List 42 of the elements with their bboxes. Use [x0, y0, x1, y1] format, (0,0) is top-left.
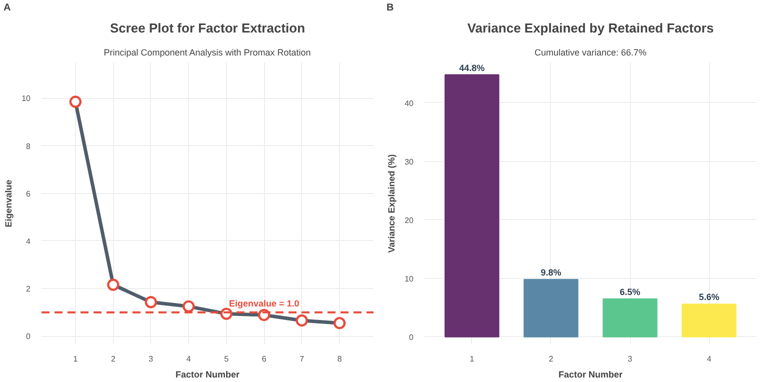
x-tick-label: 6: [262, 354, 267, 364]
x-tick-label: 3: [628, 354, 633, 364]
chart-title: Scree Plot for Factor Extraction: [110, 20, 306, 36]
text: B: [386, 2, 394, 14]
x-tick-label: 1: [470, 354, 475, 364]
y-tick-label: 4: [26, 236, 32, 246]
x-tick-label: 7: [300, 354, 305, 364]
y-tick-label: 8: [26, 142, 32, 151]
x-tick-label: 5: [224, 354, 230, 364]
y-tick-label: 6: [26, 189, 32, 198]
y-tick-label: 30: [404, 157, 414, 166]
x-tick-label: 2: [110, 354, 116, 364]
ref-line-label: Eigenvalue = 1.0: [228, 298, 300, 308]
bar: [602, 298, 658, 338]
bar: [524, 279, 578, 338]
y-axis-title: Eigenvalue: [4, 180, 14, 228]
data-label: 9.8%: [540, 268, 562, 278]
y-tick-label: 10: [22, 94, 32, 104]
x-tick-label: 8: [337, 354, 342, 364]
bar: [682, 304, 736, 338]
chart-subtitle: Principal Component Analysis with Promax Rotation: [104, 48, 311, 58]
y-tick-label: 10: [404, 274, 414, 284]
x-tick-label: 2: [548, 354, 554, 364]
y-axis-title: Variance Explained (%): [386, 154, 397, 253]
y-tick-label: 0: [409, 332, 414, 342]
chart-title: Variance Explained by Retained Factors: [467, 20, 714, 36]
text: A: [4, 2, 11, 14]
x-tick-label: 4: [186, 354, 192, 364]
data-label: 5.6%: [698, 292, 720, 302]
x-axis-title: Factor Number: [175, 370, 240, 380]
x-axis-title: Factor Number: [558, 370, 624, 380]
y-tick-label: 40: [404, 98, 414, 108]
bar: [444, 74, 500, 338]
y-tick-label: 20: [404, 216, 414, 225]
chart-subtitle: Cumulative variance: 66.7%: [534, 48, 647, 58]
y-tick-label: 2: [26, 284, 32, 294]
x-tick-label: 4: [706, 354, 712, 364]
y-tick-label: 0: [26, 332, 32, 342]
x-tick-label: 3: [148, 354, 154, 364]
data-label: 44.8%: [459, 62, 485, 73]
data-label: 6.5%: [620, 286, 640, 297]
x-tick-label: 1: [73, 354, 78, 364]
